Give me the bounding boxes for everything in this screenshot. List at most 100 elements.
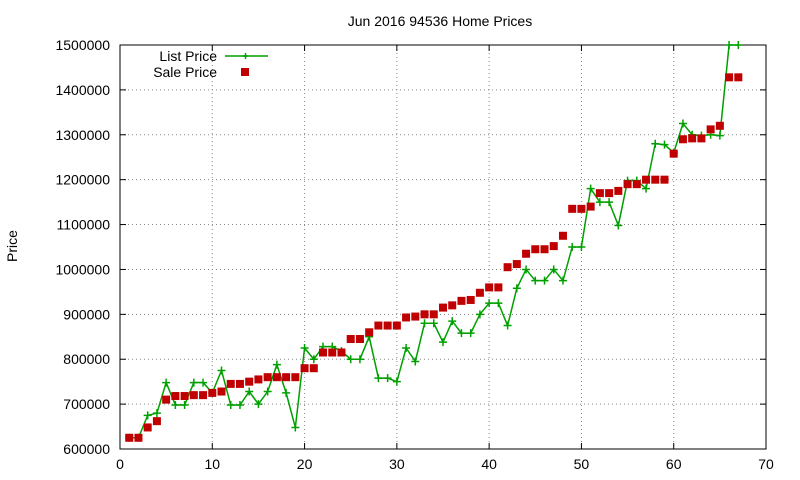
data-point-sale-price — [734, 73, 743, 82]
data-point-list-price — [540, 276, 549, 285]
y-tick-label: 1200000 — [55, 172, 110, 188]
data-point-sale-price — [300, 364, 309, 373]
data-point-sale-price — [263, 373, 272, 382]
data-point-sale-price — [595, 189, 604, 198]
data-point-sale-price — [235, 379, 244, 388]
data-point-sale-price — [475, 288, 484, 297]
data-point-sale-price — [355, 335, 364, 344]
data-point-sale-price — [512, 260, 521, 269]
data-point-list-price — [263, 387, 272, 396]
legend-label-list-price: List Price — [159, 48, 217, 64]
data-point-sale-price — [439, 303, 447, 312]
data-point-sale-price — [605, 189, 614, 198]
data-point-sale-price — [217, 387, 226, 396]
data-point-list-price — [651, 139, 660, 148]
data-point-list-price — [512, 284, 521, 293]
data-point-list-price — [494, 299, 503, 308]
data-point-sale-price — [125, 433, 134, 442]
series-1 — [125, 73, 743, 442]
data-point-sale-price — [494, 283, 503, 292]
data-point-sale-price — [660, 175, 669, 184]
data-point-list-price — [466, 329, 475, 338]
data-point-sale-price — [189, 391, 198, 400]
data-point-sale-price — [503, 263, 512, 272]
data-point-sale-price — [466, 295, 475, 304]
data-point-sale-price — [678, 135, 687, 144]
legend-marker-list-price — [242, 53, 249, 59]
data-point-sale-price — [226, 379, 235, 388]
data-point-list-price — [346, 355, 355, 364]
data-point-list-price — [402, 344, 411, 352]
data-point-sale-price — [485, 283, 494, 292]
data-point-list-price — [383, 374, 392, 383]
legend-label-sale-price: Sale Price — [153, 64, 217, 80]
data-point-sale-price — [531, 245, 540, 254]
data-point-sale-price — [134, 433, 143, 442]
data-point-sale-price — [365, 328, 374, 337]
data-point-sale-price — [319, 348, 328, 357]
data-point-sale-price — [558, 231, 567, 240]
data-point-sale-price — [577, 204, 586, 213]
y-tick-label: 1500000 — [55, 37, 110, 53]
data-point-list-price — [725, 41, 734, 49]
data-point-list-price — [309, 355, 318, 364]
data-point-sale-price — [725, 73, 734, 82]
data-point-list-price — [152, 409, 161, 418]
legend-marker-sale-price — [241, 68, 249, 76]
data-point-sale-price — [669, 149, 678, 158]
data-point-sale-price — [245, 377, 254, 386]
y-tick-label: 1100000 — [57, 217, 111, 233]
data-point-sale-price — [651, 175, 660, 184]
data-point-list-price — [180, 401, 189, 410]
data-point-sale-price — [688, 134, 697, 143]
data-point-sale-price — [586, 202, 595, 211]
chart-title: Jun 2016 94536 Home Prices — [348, 13, 532, 29]
x-tick-label: 50 — [574, 456, 590, 472]
data-point-list-price — [282, 388, 291, 397]
data-point-list-price — [475, 310, 484, 319]
data-point-list-price — [734, 41, 743, 49]
data-point-list-price — [189, 378, 198, 387]
data-point-list-price — [522, 265, 531, 274]
data-point-sale-price — [540, 245, 549, 254]
data-point-sale-price — [208, 388, 217, 397]
x-tick-label: 20 — [297, 456, 313, 472]
axis-ticks: 0 10 20 30 40 50 60 70 600000 700000 800000 900000 1… — [55, 37, 774, 472]
data-point-sale-price — [632, 180, 641, 189]
data-point-sale-price — [429, 310, 438, 319]
data-point-list-price — [226, 401, 235, 410]
x-tick-label: 10 — [204, 456, 220, 472]
data-point-list-price — [199, 378, 208, 387]
data-point-sale-price — [411, 312, 420, 321]
series-layer — [125, 41, 743, 442]
data-point-list-price — [411, 357, 420, 366]
data-point-sale-price — [614, 186, 623, 195]
data-point-list-price — [272, 360, 281, 369]
data-point-sale-price — [642, 175, 651, 184]
data-point-list-price — [642, 184, 651, 193]
data-point-list-price — [429, 319, 438, 328]
data-point-list-price — [595, 198, 604, 207]
y-tick-label: 1300000 — [55, 127, 110, 143]
data-point-sale-price — [715, 121, 724, 130]
x-tick-label: 30 — [389, 456, 405, 472]
data-point-list-price — [245, 387, 254, 396]
data-point-sale-price — [697, 134, 706, 143]
data-point-list-price — [162, 378, 171, 387]
data-point-sale-price — [291, 373, 300, 382]
data-point-list-price — [254, 400, 263, 409]
data-point-sale-price — [346, 335, 355, 344]
y-tick-label: 900000 — [63, 306, 110, 322]
series-line-list-price — [129, 44, 739, 439]
y-tick-label: 600000 — [63, 441, 110, 457]
data-point-sale-price — [328, 348, 337, 357]
data-point-list-price — [586, 184, 595, 193]
data-point-sale-price — [272, 373, 281, 382]
data-point-list-price — [374, 374, 383, 383]
y-tick-label: 800000 — [63, 351, 110, 367]
data-point-list-price — [503, 321, 512, 330]
data-point-sale-price — [522, 249, 531, 258]
data-point-list-price — [457, 329, 466, 338]
data-point-sale-price — [199, 391, 208, 400]
data-point-sale-price — [309, 364, 318, 373]
